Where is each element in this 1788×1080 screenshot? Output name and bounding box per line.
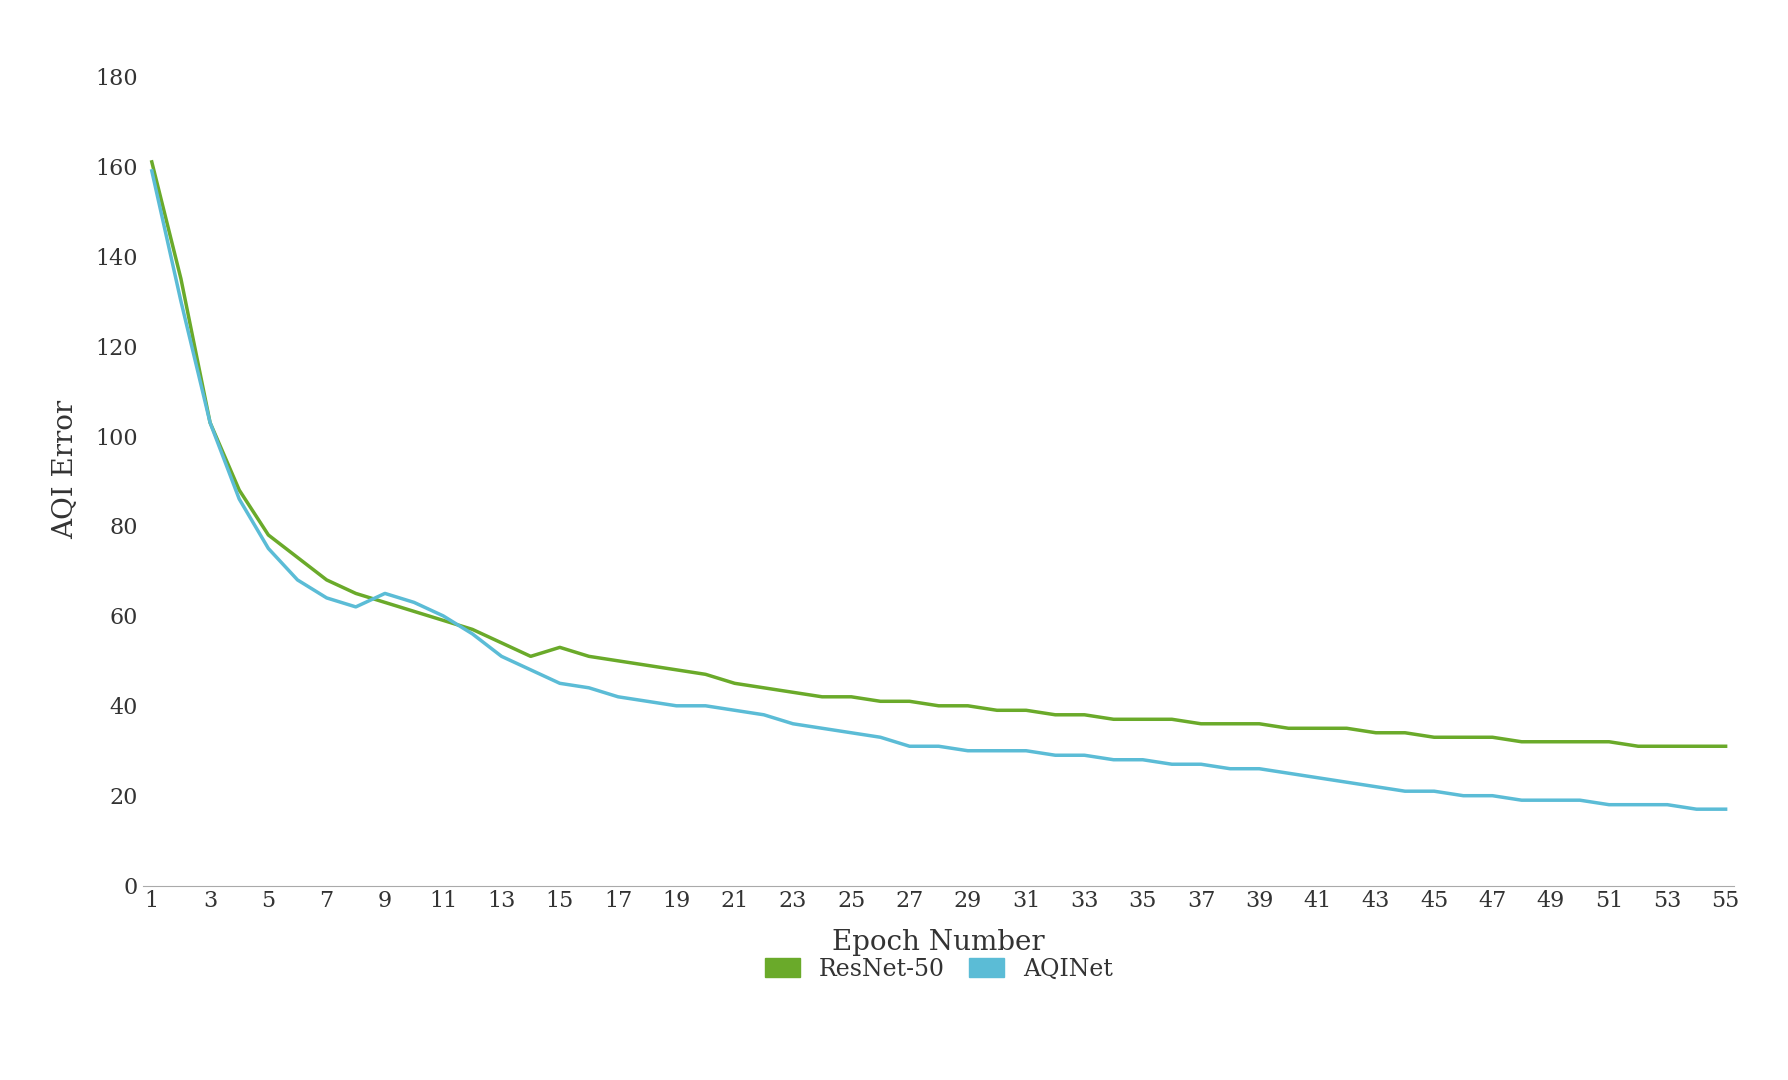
ResNet-50 bbox=[1627, 740, 1649, 753]
AQINet bbox=[1539, 794, 1561, 807]
AQINet bbox=[1686, 802, 1708, 815]
ResNet-50 bbox=[724, 677, 746, 690]
AQINet bbox=[316, 592, 338, 605]
ResNet-50 bbox=[1686, 740, 1708, 753]
Y-axis label: AQI Error: AQI Error bbox=[52, 401, 79, 539]
Line: ResNet-50: ResNet-50 bbox=[152, 162, 1725, 746]
AQINet bbox=[724, 704, 746, 717]
AQINet bbox=[520, 663, 542, 676]
ResNet-50 bbox=[1715, 740, 1736, 753]
AQINet bbox=[1715, 802, 1736, 815]
ResNet-50 bbox=[1539, 735, 1561, 748]
ResNet-50 bbox=[316, 573, 338, 586]
Line: AQINet: AQINet bbox=[152, 171, 1725, 809]
ResNet-50 bbox=[433, 613, 454, 626]
X-axis label: Epoch Number: Epoch Number bbox=[833, 929, 1044, 956]
AQINet bbox=[433, 609, 454, 622]
AQINet bbox=[1657, 798, 1679, 811]
AQINet bbox=[141, 164, 163, 177]
Legend: ResNet-50, AQINet: ResNet-50, AQINet bbox=[755, 948, 1123, 990]
ResNet-50 bbox=[520, 650, 542, 663]
ResNet-50 bbox=[141, 156, 163, 168]
